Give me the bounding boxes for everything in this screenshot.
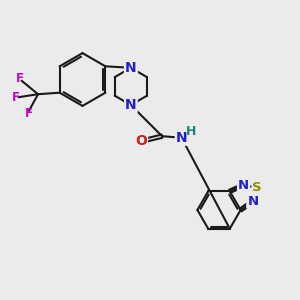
Text: N: N xyxy=(125,61,137,75)
Text: F: F xyxy=(16,72,24,85)
Text: S: S xyxy=(253,182,262,194)
Text: F: F xyxy=(25,107,33,120)
Text: N: N xyxy=(238,178,249,192)
Text: N: N xyxy=(125,98,137,112)
Text: N: N xyxy=(247,195,258,208)
Text: N: N xyxy=(176,131,188,145)
Text: O: O xyxy=(135,134,147,148)
Text: H: H xyxy=(185,125,196,138)
Text: N: N xyxy=(125,61,137,75)
Text: F: F xyxy=(11,91,20,104)
